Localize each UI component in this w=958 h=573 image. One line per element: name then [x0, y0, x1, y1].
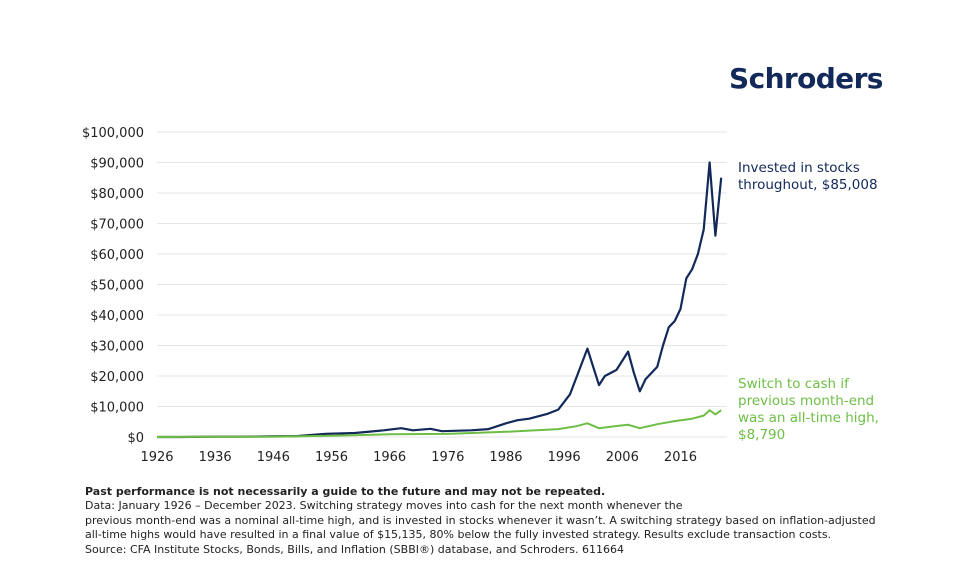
invested-label-line1: Invested in stocks [738, 160, 860, 176]
x-tick-label: 1946 [257, 450, 290, 465]
y-tick-label: $80,000 [90, 187, 144, 202]
switch-label-line3: was an all-time high, [738, 410, 879, 426]
x-tick-label: 2006 [606, 450, 639, 465]
footnote-line: all-time highs would have resulted in a … [85, 528, 832, 542]
switch-series-line [156, 409, 722, 438]
y-tick-label: $10,000 [90, 401, 144, 416]
invested-series-label: Invested in stocks throughout, $85,008 [738, 160, 878, 194]
x-tick-label: 1956 [315, 450, 348, 465]
y-tick-label: $90,000 [90, 157, 144, 172]
footnote: Past performance is not necessarily a gu… [85, 485, 945, 557]
y-axis-ticks: $100,000 $90,000 $80,000 $70,000 $60,000 $50,… [82, 126, 144, 446]
invested-label-line2: throughout, $85,008 [738, 177, 878, 193]
footnote-line: Source: CFA Institute Stocks, Bonds, Bil… [85, 542, 624, 556]
y-tick-label: $60,000 [90, 248, 144, 263]
footnote-line: previous month-end was a nominal all-tim… [85, 513, 876, 527]
gridlines [157, 131, 727, 438]
y-tick-label: $30,000 [90, 340, 144, 355]
switch-label-line4: $8,790 [738, 427, 786, 443]
y-tick-label: $40,000 [90, 309, 144, 324]
invested-series-line [157, 161, 723, 439]
y-tick-label: $70,000 [90, 218, 144, 233]
x-tick-label: 2016 [664, 450, 697, 465]
footnote-disclaimer: Past performance is not necessarily a gu… [85, 485, 606, 498]
x-tick-label: 1976 [431, 450, 464, 465]
chart-series [156, 161, 723, 439]
y-tick-label: $20,000 [90, 370, 144, 385]
y-tick-label: $50,000 [90, 279, 144, 294]
x-axis-ticks: 1926 1936 1946 1956 1966 1976 1986 1996 2006 2016 [140, 450, 697, 465]
x-tick-label: 1996 [548, 450, 581, 465]
y-tick-label: $0 [127, 431, 144, 446]
schroders-logo: Schroders [729, 62, 883, 95]
footnote-line: Data: January 1926 – December 2023. Swit… [85, 499, 683, 513]
x-tick-label: 1986 [489, 450, 522, 465]
switch-label-line1: Switch to cash if [738, 376, 849, 392]
y-tick-label: $100,000 [82, 126, 144, 141]
line-chart: $100,000 $90,000 $80,000 $70,000 $60,000 $50,… [82, 126, 727, 465]
switch-label-line2: previous month-end [738, 393, 875, 409]
x-tick-label: 1966 [373, 450, 406, 465]
x-tick-label: 1936 [199, 450, 232, 465]
x-tick-label: 1926 [140, 450, 173, 465]
switch-series-label: Switch to cash if previous month-end was… [738, 376, 879, 444]
